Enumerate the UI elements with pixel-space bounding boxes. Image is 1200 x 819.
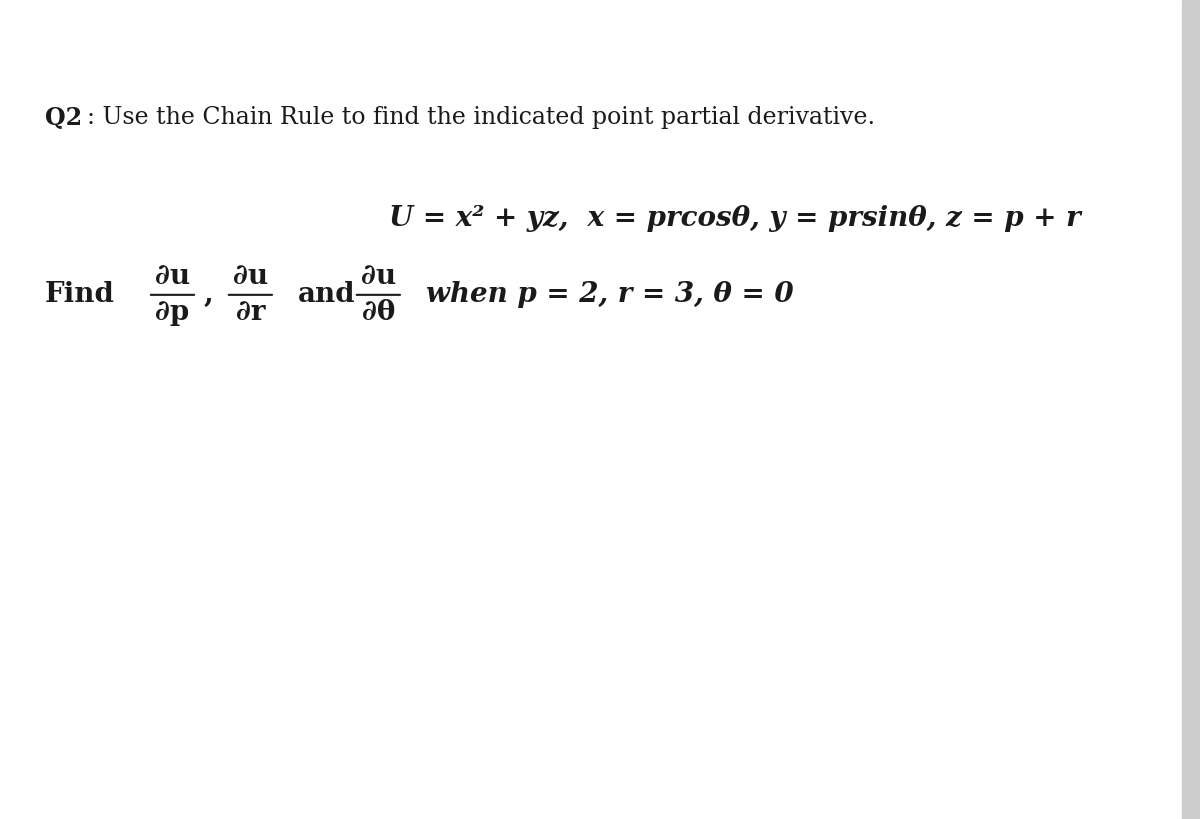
Text: ∂r: ∂r bbox=[235, 300, 265, 326]
Text: ∂p: ∂p bbox=[155, 300, 190, 326]
Text: Q2: Q2 bbox=[44, 106, 82, 130]
Text: and: and bbox=[299, 282, 356, 308]
Text: ∂u: ∂u bbox=[361, 264, 396, 290]
Text: when p = 2, r = 3, θ = 0: when p = 2, r = 3, θ = 0 bbox=[426, 282, 794, 308]
Text: : Use the Chain Rule to find the indicated point partial derivative.: : Use the Chain Rule to find the indicat… bbox=[86, 106, 875, 129]
Text: ∂θ: ∂θ bbox=[361, 300, 395, 326]
Text: U = x² + yz,  x = prcosθ, y = prsinθ, z = p + r: U = x² + yz, x = prcosθ, y = prsinθ, z =… bbox=[390, 205, 1081, 232]
Text: ,: , bbox=[203, 282, 212, 308]
Text: Find: Find bbox=[44, 282, 114, 308]
Text: ∂u: ∂u bbox=[233, 264, 268, 290]
Text: ∂u: ∂u bbox=[155, 264, 190, 290]
